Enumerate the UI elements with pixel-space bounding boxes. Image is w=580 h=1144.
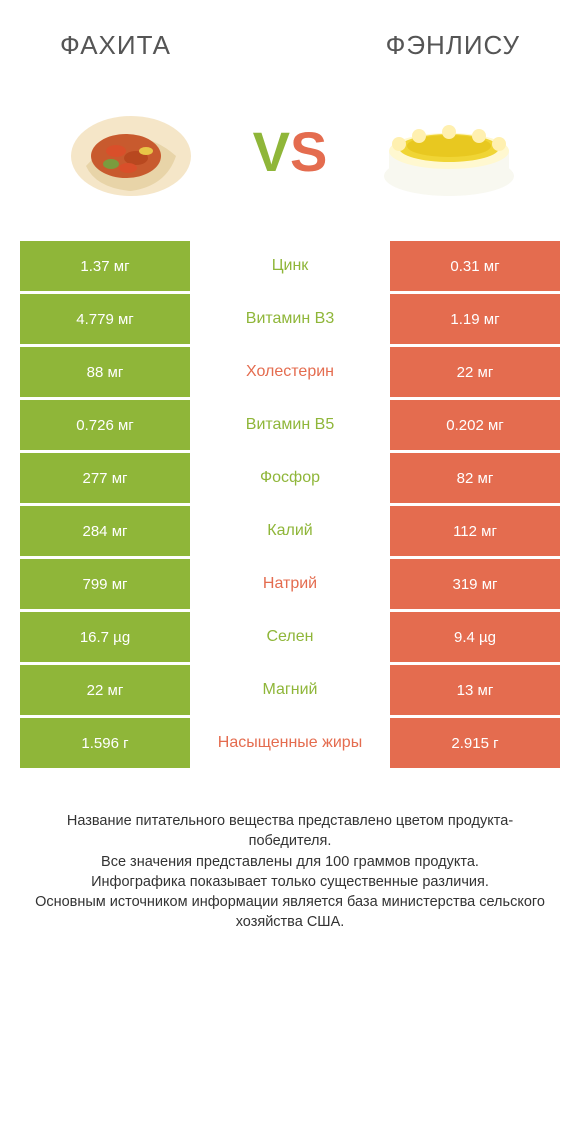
- table-row: 799 мгНатрий319 мг: [20, 559, 560, 609]
- left-value-cell: 4.779 мг: [20, 294, 190, 344]
- footer-line: Основным источником информации является …: [30, 892, 550, 933]
- comparison-table: 1.37 мгЦинк0.31 мг4.779 мгВитамин B31.19…: [0, 241, 580, 768]
- left-value-cell: 277 мг: [20, 453, 190, 503]
- left-value-cell: 22 мг: [20, 665, 190, 715]
- left-product-image: [51, 91, 211, 211]
- right-product-image: [369, 91, 529, 211]
- nutrient-label: Селен: [190, 612, 390, 662]
- left-value-cell: 0.726 мг: [20, 400, 190, 450]
- header-titles: ФАХИТА ФЭНЛИСУ: [0, 0, 580, 81]
- right-value-cell: 82 мг: [390, 453, 560, 503]
- footer-notes: Название питательного вещества представл…: [0, 771, 580, 953]
- vs-v: V: [253, 119, 290, 184]
- nutrient-label: Холестерин: [190, 347, 390, 397]
- right-value-cell: 112 мг: [390, 506, 560, 556]
- nutrient-label: Магний: [190, 665, 390, 715]
- nutrient-label: Витамин B3: [190, 294, 390, 344]
- nutrient-label: Витамин B5: [190, 400, 390, 450]
- footer-line: Все значения представлены для 100 граммо…: [30, 852, 550, 872]
- images-row: VS: [0, 81, 580, 241]
- table-row: 16.7 µgСелен9.4 µg: [20, 612, 560, 662]
- table-row: 0.726 мгВитамин B50.202 мг: [20, 400, 560, 450]
- nutrient-label: Калий: [190, 506, 390, 556]
- left-product-title: ФАХИТА: [60, 30, 171, 61]
- vs-label: VS: [253, 119, 328, 184]
- table-row: 88 мгХолестерин22 мг: [20, 347, 560, 397]
- left-value-cell: 1.37 мг: [20, 241, 190, 291]
- right-product-title: ФЭНЛИСУ: [386, 30, 520, 61]
- table-row: 22 мгМагний13 мг: [20, 665, 560, 715]
- nutrient-label: Цинк: [190, 241, 390, 291]
- nutrient-label: Фосфор: [190, 453, 390, 503]
- right-value-cell: 13 мг: [390, 665, 560, 715]
- table-row: 284 мгКалий112 мг: [20, 506, 560, 556]
- table-row: 1.596 гНасыщенные жиры2.915 г: [20, 718, 560, 768]
- nutrient-label: Натрий: [190, 559, 390, 609]
- vs-s: S: [290, 119, 327, 184]
- table-row: 1.37 мгЦинк0.31 мг: [20, 241, 560, 291]
- footer-line: Инфографика показывает только существенн…: [30, 872, 550, 892]
- right-value-cell: 0.31 мг: [390, 241, 560, 291]
- left-value-cell: 284 мг: [20, 506, 190, 556]
- table-row: 4.779 мгВитамин B31.19 мг: [20, 294, 560, 344]
- nutrient-label: Насыщенные жиры: [190, 718, 390, 768]
- right-value-cell: 22 мг: [390, 347, 560, 397]
- right-value-cell: 9.4 µg: [390, 612, 560, 662]
- right-value-cell: 1.19 мг: [390, 294, 560, 344]
- table-row: 277 мгФосфор82 мг: [20, 453, 560, 503]
- left-value-cell: 1.596 г: [20, 718, 190, 768]
- left-value-cell: 88 мг: [20, 347, 190, 397]
- right-value-cell: 2.915 г: [390, 718, 560, 768]
- left-value-cell: 799 мг: [20, 559, 190, 609]
- footer-line: Название питательного вещества представл…: [30, 811, 550, 852]
- right-value-cell: 0.202 мг: [390, 400, 560, 450]
- left-value-cell: 16.7 µg: [20, 612, 190, 662]
- right-value-cell: 319 мг: [390, 559, 560, 609]
